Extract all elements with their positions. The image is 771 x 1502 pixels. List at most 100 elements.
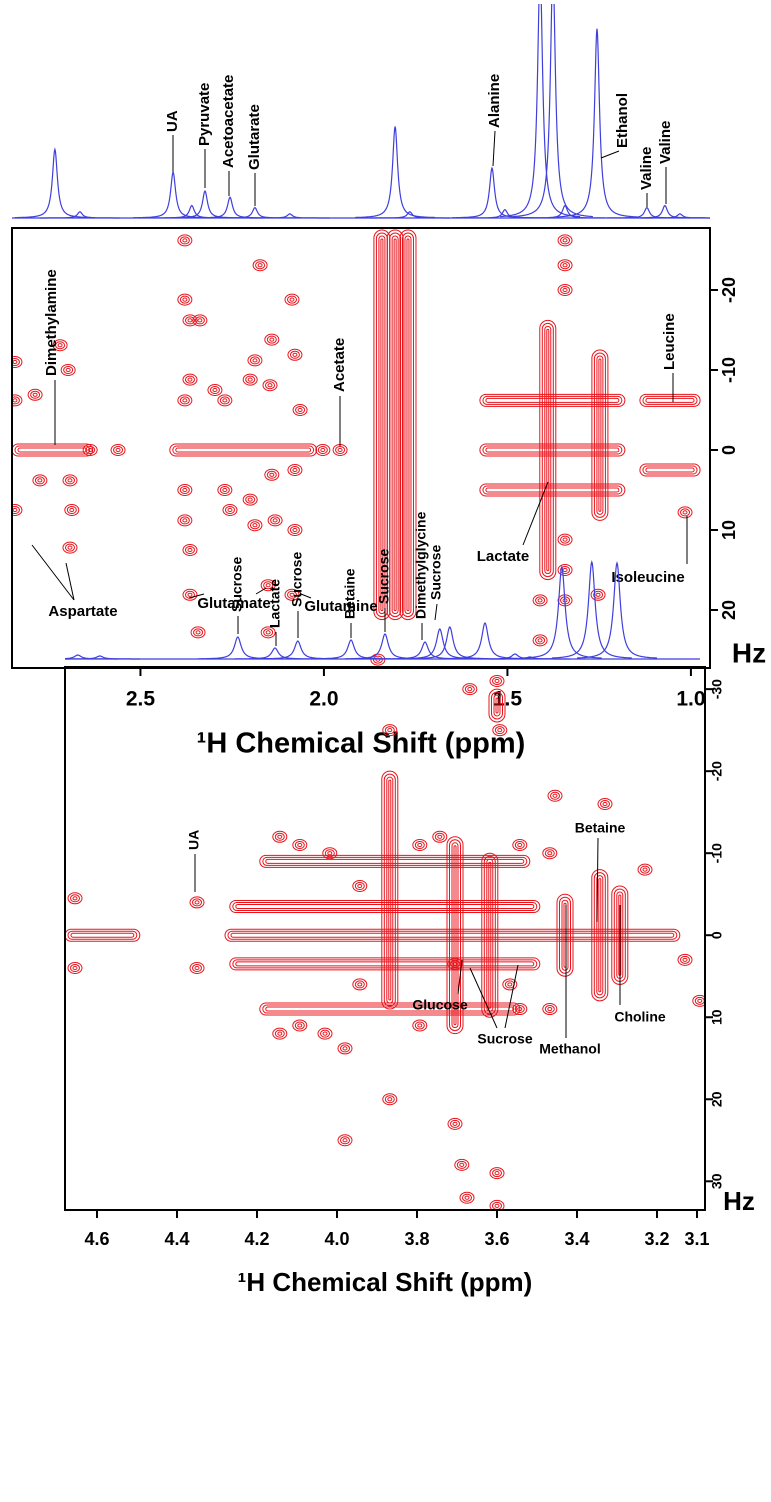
- contour-spot: [352, 978, 368, 991]
- annotation-label: Ethanol: [614, 93, 631, 148]
- contour-spot: [292, 1019, 308, 1032]
- spectrum-peak: [500, 4, 581, 218]
- spectrum-peak: [577, 561, 657, 659]
- annotation-label: Glucose: [412, 997, 467, 1013]
- contour-spot: [382, 724, 398, 737]
- contour-spot: [677, 506, 693, 519]
- contour-spot: [459, 1191, 475, 1204]
- contour-spot: [64, 504, 80, 516]
- contour-spot: [264, 333, 280, 346]
- annotation-label: Pyruvate: [196, 83, 213, 146]
- contour-spot: [242, 493, 258, 506]
- spectrum-peak: [369, 211, 450, 219]
- annotation-label: Leucine: [661, 313, 678, 370]
- contour-spot: [512, 838, 528, 851]
- annotation-leader: [65, 562, 75, 601]
- contour-band: [479, 483, 626, 497]
- contour-spot: [637, 863, 653, 876]
- contour-spot: [67, 892, 83, 905]
- projection: [65, 560, 700, 660]
- contour-spot: [557, 284, 573, 296]
- contour-ridge: [386, 229, 404, 621]
- y-axis-unit: Hz: [732, 637, 766, 668]
- contour-spot: [597, 797, 613, 810]
- contour-spot: [542, 1003, 558, 1016]
- contour-spot: [182, 314, 198, 327]
- y-axis-unit: Hz: [723, 1186, 755, 1216]
- contour-spot: [454, 1158, 470, 1171]
- annotation-label: UA: [186, 830, 202, 850]
- contour-spot: [315, 444, 331, 456]
- contour-spot: [177, 293, 193, 306]
- y-tick-label: 20: [719, 600, 739, 620]
- x-axis-title: ¹H Chemical Shift (ppm): [238, 1267, 533, 1297]
- annotation-label: Isoleucine: [611, 569, 684, 586]
- contour-spot: [557, 234, 573, 247]
- x-tick-label: 4.4: [164, 1229, 189, 1249]
- contour-band: [169, 443, 318, 457]
- y-tick-label: 20: [709, 1091, 725, 1107]
- spectrum-peak: [14, 147, 95, 219]
- contour-spot: [247, 519, 263, 532]
- annotation-label: Glutamine: [304, 598, 377, 615]
- annotation-label: Aspartate: [48, 603, 117, 620]
- contour-spot: [12, 356, 23, 368]
- x-tick-label: 3.8: [404, 1229, 429, 1249]
- x-axis-title: ¹H Chemical Shift (ppm): [197, 728, 526, 760]
- annotation-label: Methanol: [539, 1041, 600, 1057]
- annotation-label: Lactate: [267, 579, 283, 628]
- spectrum-peak: [190, 196, 270, 219]
- contour-spot: [272, 1027, 288, 1040]
- annotation-label: UA: [164, 110, 181, 132]
- contour-spot: [557, 594, 573, 607]
- y-tick-label: -10: [709, 843, 725, 863]
- contour-spot: [287, 464, 303, 476]
- annotation-leader: [469, 967, 498, 1029]
- contour-spot: [512, 1003, 528, 1016]
- contour-ridge: [591, 349, 609, 521]
- contour-spot: [182, 373, 198, 386]
- y-tick-label: 10: [719, 520, 739, 540]
- x-tick-label: 1.5: [493, 688, 523, 711]
- contour-spot: [177, 234, 193, 247]
- y-tick-label: 10: [709, 1009, 725, 1025]
- annotation-label: Acetoacetate: [220, 75, 237, 168]
- contour-band: [229, 900, 541, 914]
- contour-spot: [332, 444, 348, 456]
- contour-spot: [492, 724, 508, 737]
- x-tick-label: 2.5: [126, 688, 156, 711]
- contour-spot: [177, 514, 193, 527]
- spectrum-peak: [235, 647, 315, 660]
- spectrum-peak: [624, 204, 705, 219]
- contour-spot: [292, 404, 308, 416]
- contour-spot: [260, 626, 276, 639]
- contour-spot: [462, 683, 478, 696]
- contour-spot: [32, 474, 48, 487]
- contour-spot: [110, 444, 126, 456]
- contour-spot: [337, 1042, 353, 1055]
- projection: [12, 4, 710, 219]
- annotation-label: Valine: [638, 147, 655, 190]
- contour-ridge: [373, 229, 391, 621]
- spectrum-peak: [525, 204, 605, 219]
- contour-spot: [272, 830, 288, 843]
- x-tick-label: 3.4: [564, 1229, 589, 1249]
- spectrum-peak: [452, 166, 532, 219]
- contour-spot: [12, 394, 23, 407]
- contour-spot: [489, 1167, 505, 1180]
- annotation-leader: [188, 593, 205, 599]
- contour-spot: [52, 339, 68, 352]
- contour-spot: [252, 259, 268, 272]
- contour-spot: [292, 838, 308, 851]
- contour-ridge: [556, 893, 574, 977]
- spectrum-peak: [133, 170, 214, 219]
- annotation-leader: [492, 130, 496, 167]
- annotation-leader: [457, 959, 463, 995]
- contour-spot: [677, 953, 693, 966]
- contour-spot: [207, 384, 223, 396]
- contour-ridge: [539, 319, 557, 581]
- spectrum-peak: [65, 654, 118, 660]
- x-tick-label: 2.0: [309, 688, 338, 711]
- contour-spot: [67, 962, 83, 975]
